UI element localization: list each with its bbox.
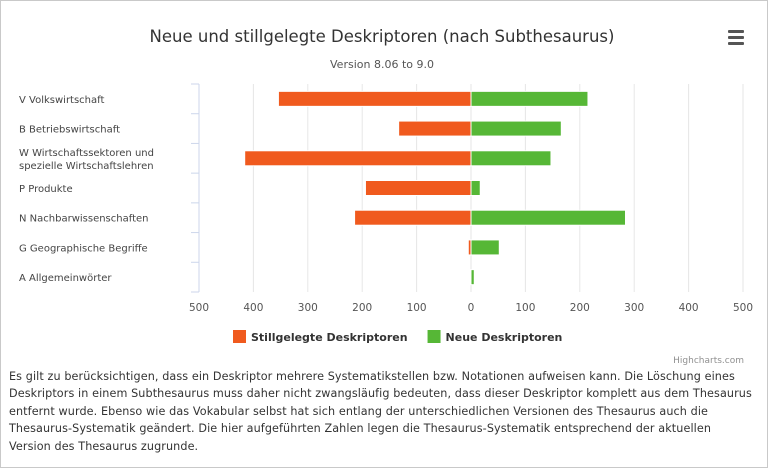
legend: Stillgelegte Deskriptoren Neue Deskriptor…	[233, 330, 562, 344]
chart-context-menu-button[interactable]	[726, 30, 746, 48]
legend-item[interactable]: Stillgelegte Deskriptoren	[233, 330, 408, 344]
x-tick-label: 300	[298, 302, 318, 314]
category-label: W Wirtschaftssektoren und spezielle Wirts…	[19, 148, 154, 172]
x-tick-label: 500	[733, 302, 753, 314]
category-label: N Nachbarwissenschaften	[19, 214, 149, 225]
category-label-line: spezielle Wirtschaftslehren	[19, 161, 154, 172]
category-label-line: P Produkte	[19, 184, 73, 195]
x-tick-label: 100	[407, 302, 427, 314]
legend-swatch	[427, 330, 441, 343]
bars	[244, 90, 626, 286]
x-tick-label: 200	[352, 302, 372, 314]
neu-bar[interactable]	[470, 150, 552, 167]
hamburger-icon-line	[728, 36, 744, 39]
category-label: B Betriebswirtschaft	[19, 125, 120, 136]
category-label: V Volkswirtschaft	[19, 95, 104, 106]
x-tick-label: 400	[243, 302, 263, 314]
category-labels: V Volkswirtschaft B Betriebswirtschaft W W…	[19, 95, 154, 284]
legend-label: Neue Deskriptoren	[446, 331, 563, 344]
x-tick-label: 100	[515, 302, 535, 314]
category-label-line: N Nachbarwissenschaften	[19, 214, 149, 225]
bar-chart: Neue und stillgelegte Deskriptoren (nach…	[19, 27, 753, 344]
category-label: G Geographische Begriffe	[19, 243, 148, 254]
stillgelegt-bar[interactable]	[364, 180, 472, 196]
legend-label: Stillgelegte Deskriptoren	[251, 331, 408, 344]
neu-bar[interactable]	[470, 269, 475, 286]
category-label-line: W Wirtschaftssektoren und	[19, 148, 154, 159]
x-axis-tick-labels: 500 400 300 200 100 0 100 200 300 400 500	[189, 302, 753, 314]
neu-bar[interactable]	[470, 180, 481, 196]
chart-description: Es gilt zu berücksichtigen, dass ein Des…	[9, 370, 752, 453]
hamburger-icon-line	[728, 42, 744, 45]
category-label-line: V Volkswirtschaft	[19, 95, 104, 106]
category-label-line: B Betriebswirtschaft	[19, 125, 120, 136]
x-tick-label: 400	[679, 302, 699, 314]
legend-swatch	[233, 330, 246, 343]
category-label-line: G Geographische Begriffe	[19, 243, 148, 254]
chart-subtitle: Version 8.06 to 9.0	[330, 58, 434, 71]
neu-bar[interactable]	[470, 209, 626, 226]
stillgelegt-bar[interactable]	[277, 90, 472, 107]
stillgelegt-bar[interactable]	[398, 120, 472, 137]
stillgelegt-bar[interactable]	[244, 150, 472, 167]
x-tick-label: 200	[570, 302, 590, 314]
x-tick-label: 300	[624, 302, 644, 314]
x-tick-label: 0	[468, 302, 475, 314]
neu-bar[interactable]	[470, 239, 500, 256]
legend-item[interactable]: Neue Deskriptoren	[427, 330, 563, 344]
neu-bar[interactable]	[470, 90, 589, 107]
category-label: P Produkte	[19, 184, 73, 195]
credits-link[interactable]: Highcharts.com	[673, 356, 744, 366]
chart-area: Neue und stillgelegte Deskriptoren (nach…	[2, 2, 766, 366]
hamburger-icon	[728, 30, 744, 33]
stillgelegt-bar[interactable]	[354, 209, 472, 226]
x-tick-label: 500	[189, 302, 209, 314]
category-label: A Allgemeinwörter	[19, 273, 112, 284]
chart-title: Neue und stillgelegte Deskriptoren (nach…	[150, 27, 615, 46]
neu-bar[interactable]	[470, 120, 562, 137]
category-label-line: A Allgemeinwörter	[19, 273, 112, 284]
